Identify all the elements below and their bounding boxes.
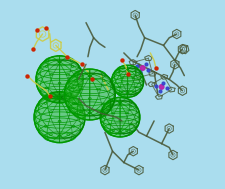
Circle shape (159, 85, 164, 89)
Circle shape (140, 66, 145, 70)
Circle shape (64, 69, 115, 120)
Circle shape (34, 92, 85, 143)
Circle shape (36, 56, 83, 103)
Circle shape (112, 65, 144, 97)
Circle shape (100, 97, 140, 137)
